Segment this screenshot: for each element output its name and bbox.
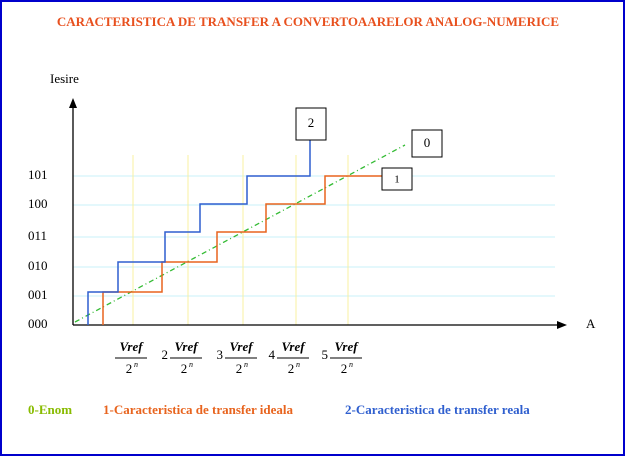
x-label-exponent: n (134, 360, 138, 369)
x-label-denominator: 2 (181, 361, 188, 376)
x-label-denominator: 2 (288, 361, 295, 376)
y-level-label: 000 (28, 316, 48, 331)
legend-entry: 2-Caracteristica de transfer reala (345, 402, 530, 417)
x-label-exponent: n (349, 360, 353, 369)
grid (73, 175, 555, 297)
y-level-label: 100 (28, 196, 48, 211)
x-label-denominator: 2 (341, 361, 348, 376)
x-label-coefficient: 5 (322, 347, 329, 362)
callout: 0 (424, 135, 431, 150)
x-label-coefficient: 2 (162, 347, 169, 362)
x-label-exponent: n (189, 360, 193, 369)
x-arrow (557, 321, 567, 329)
x-label-denominator: 2 (236, 361, 243, 376)
y-level-label: 011 (28, 228, 47, 243)
y-axis-label: Iesire (50, 71, 79, 86)
x-label-exponent: n (296, 360, 300, 369)
x-label-numerator: Vref (174, 339, 199, 354)
x-label-coefficient: 3 (217, 347, 224, 362)
x-axis-label: A (586, 316, 596, 331)
y-level-label: 101 (28, 167, 48, 182)
y-arrow (69, 98, 77, 108)
axes (72, 105, 560, 326)
x-label-coefficient: 4 (269, 347, 276, 362)
legend-entry: 0-Enom (28, 402, 72, 417)
title: CARACTERISTICA DE TRANSFER A CONVERTOAAR… (57, 14, 559, 29)
x-label-denominator: 2 (126, 361, 133, 376)
callout-box (295, 107, 327, 141)
callout: 1 (394, 174, 400, 186)
callout: 2 (308, 115, 315, 130)
x-label-exponent: n (244, 360, 248, 369)
x-label-numerator: Vref (119, 339, 144, 354)
real-staircase (87, 140, 311, 325)
x-label-numerator: Vref (229, 339, 254, 354)
legend-entry: 1-Caracteristica de transfer ideala (103, 402, 294, 417)
callout-box (381, 167, 413, 191)
x-label-numerator: Vref (281, 339, 306, 354)
x-label-numerator: Vref (334, 339, 359, 354)
ideal-staircase (102, 175, 382, 325)
y-level-label: 001 (28, 287, 48, 302)
y-level-label: 010 (28, 258, 48, 273)
vertical-guides (132, 155, 349, 325)
callout-box (411, 129, 443, 158)
